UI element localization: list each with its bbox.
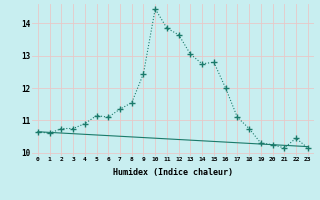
- X-axis label: Humidex (Indice chaleur): Humidex (Indice chaleur): [113, 168, 233, 177]
